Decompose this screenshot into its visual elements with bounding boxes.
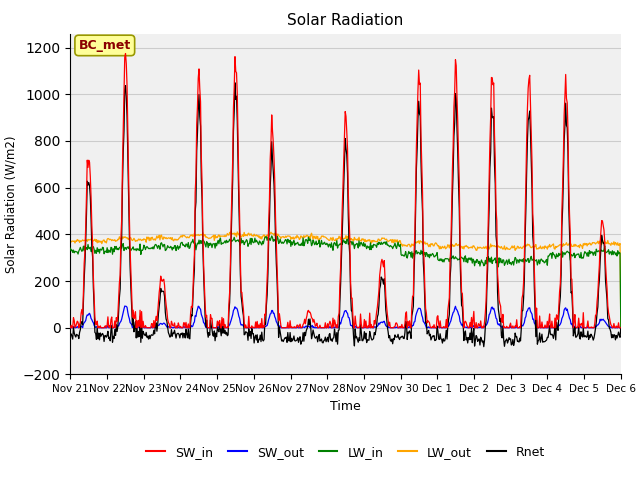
SW_in — [429, 325, 437, 331]
LW_in — [268, 233, 276, 239]
Rnet — [617, 325, 625, 331]
SW_out — [77, 324, 84, 330]
Rnet — [133, 325, 141, 331]
SW_in — [617, 325, 625, 331]
Rnet — [218, 323, 226, 329]
SW_in — [190, 267, 198, 273]
SW_out — [67, 325, 74, 331]
Rnet — [231, 80, 239, 85]
LW_out — [429, 243, 437, 249]
SW_in — [67, 325, 74, 331]
LW_out — [227, 228, 235, 234]
Line: SW_in: SW_in — [70, 54, 621, 328]
LW_out — [218, 233, 226, 239]
LW_in — [413, 251, 421, 257]
Legend: SW_in, SW_out, LW_in, LW_out, Rnet: SW_in, SW_out, LW_in, LW_out, Rnet — [141, 441, 550, 464]
Line: LW_in: LW_in — [70, 236, 621, 328]
LW_out — [617, 325, 625, 331]
SW_in — [219, 323, 227, 328]
SW_in — [413, 116, 421, 122]
SW_in — [122, 51, 129, 57]
Y-axis label: Solar Radiation (W/m2): Solar Radiation (W/m2) — [4, 135, 17, 273]
Line: SW_out: SW_out — [70, 306, 621, 328]
LW_in — [77, 244, 84, 250]
LW_in — [189, 237, 196, 242]
Rnet — [77, 327, 84, 333]
LW_in — [67, 245, 74, 251]
SW_out — [134, 325, 141, 331]
Text: BC_met: BC_met — [79, 39, 131, 52]
Rnet — [67, 331, 74, 337]
LW_out — [133, 238, 141, 244]
X-axis label: Time: Time — [330, 400, 361, 413]
SW_in — [134, 325, 141, 331]
Rnet — [189, 296, 196, 301]
SW_out — [121, 303, 129, 309]
LW_in — [617, 325, 625, 331]
LW_out — [67, 239, 74, 245]
Title: Solar Radiation: Solar Radiation — [287, 13, 404, 28]
SW_in — [77, 320, 84, 325]
LW_in — [218, 240, 226, 246]
SW_out — [190, 320, 198, 326]
Line: Rnet: Rnet — [70, 83, 621, 347]
SW_out — [617, 325, 625, 331]
SW_out — [413, 309, 421, 314]
Rnet — [413, 144, 421, 150]
LW_in — [133, 246, 141, 252]
Rnet — [429, 334, 437, 339]
Rnet — [480, 344, 488, 349]
SW_out — [429, 325, 437, 331]
Line: LW_out: LW_out — [70, 231, 621, 328]
SW_out — [219, 325, 227, 331]
LW_out — [189, 233, 196, 239]
LW_out — [413, 239, 421, 244]
LW_out — [77, 238, 84, 244]
LW_in — [429, 252, 437, 257]
